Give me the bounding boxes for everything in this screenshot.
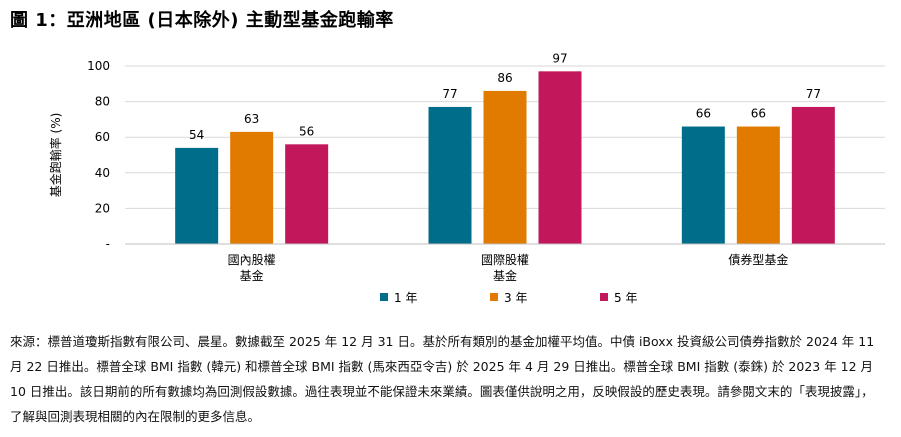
legend-label: 5 年 bbox=[614, 291, 637, 305]
x-tick-label: 國際股權 bbox=[481, 253, 529, 267]
y-tick-label: 20 bbox=[95, 201, 110, 215]
legend-label: 1 年 bbox=[394, 291, 417, 305]
data-label: 97 bbox=[552, 51, 567, 65]
x-tick-label: 國內股權 bbox=[228, 253, 276, 267]
bar bbox=[681, 126, 725, 244]
data-label: 77 bbox=[442, 87, 457, 101]
legend-swatch bbox=[380, 293, 388, 301]
data-label: 63 bbox=[244, 112, 259, 126]
legend-swatch bbox=[490, 293, 498, 301]
chart-title: 圖 1：亞洲地區 (日本除外) 主動型基金跑輸率 bbox=[10, 10, 394, 31]
x-tick-label: 基金 bbox=[240, 268, 264, 283]
data-label: 66 bbox=[751, 107, 766, 121]
y-tick-label: 100 bbox=[87, 59, 110, 73]
legend-swatch bbox=[600, 293, 608, 301]
bar bbox=[791, 106, 835, 244]
bar bbox=[736, 126, 780, 244]
bar bbox=[483, 90, 527, 244]
bar bbox=[230, 131, 274, 244]
y-tick-label: - bbox=[106, 237, 110, 251]
bar bbox=[175, 147, 219, 244]
data-label: 56 bbox=[299, 124, 314, 138]
y-tick-label: 40 bbox=[95, 166, 110, 180]
source-footnote: 來源：標普道瓊斯指數有限公司、晨星。數據截至 2025 年 12 月 31 日。… bbox=[10, 334, 875, 424]
data-label: 86 bbox=[497, 71, 512, 85]
bar bbox=[538, 71, 582, 244]
y-axis-label: 基金跑輸率 (%) bbox=[48, 113, 63, 198]
x-tick-label: 債券型基金 bbox=[728, 252, 788, 267]
x-tick-label: 基金 bbox=[493, 268, 517, 283]
data-label: 54 bbox=[189, 128, 204, 142]
legend-label: 3 年 bbox=[504, 291, 527, 305]
data-label: 77 bbox=[806, 87, 821, 101]
bar bbox=[285, 144, 329, 244]
y-tick-label: 60 bbox=[95, 130, 110, 144]
data-label: 66 bbox=[696, 107, 711, 121]
y-tick-label: 80 bbox=[95, 95, 110, 109]
bar bbox=[428, 106, 472, 244]
